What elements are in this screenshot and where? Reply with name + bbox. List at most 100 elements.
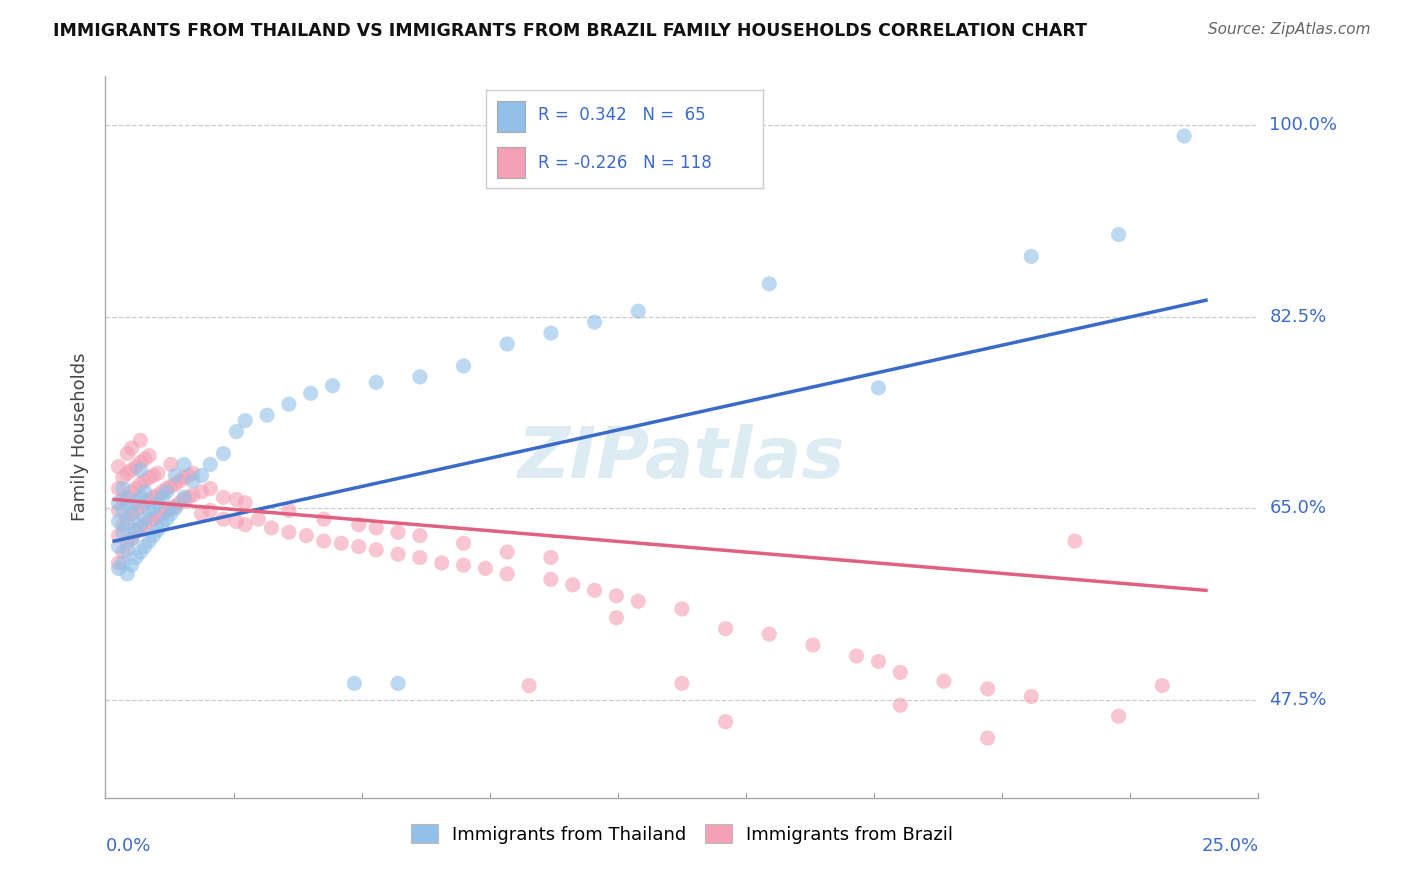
Point	[134, 452, 156, 467]
Point	[160, 479, 183, 493]
Point	[125, 525, 148, 540]
Point	[111, 525, 134, 540]
Point	[366, 521, 388, 535]
Point	[160, 501, 183, 516]
Point	[146, 496, 169, 510]
Point	[165, 468, 187, 483]
Point	[134, 512, 156, 526]
Point	[107, 503, 129, 517]
Point	[181, 488, 204, 502]
Point	[1019, 690, 1042, 704]
Point	[117, 490, 139, 504]
Legend: Immigrants from Thailand, Immigrants from Brazil: Immigrants from Thailand, Immigrants fro…	[404, 817, 960, 851]
Point	[474, 561, 496, 575]
Point	[627, 594, 650, 608]
Point	[430, 556, 453, 570]
Point	[322, 378, 344, 392]
Point	[160, 458, 183, 472]
Point	[117, 466, 139, 480]
Point	[107, 482, 129, 496]
Point	[111, 503, 134, 517]
Point	[111, 556, 134, 570]
Point	[1108, 709, 1130, 723]
Point	[758, 627, 780, 641]
Point	[758, 277, 780, 291]
Point	[107, 496, 129, 510]
Text: ZIPatlas: ZIPatlas	[519, 425, 845, 493]
Point	[366, 542, 388, 557]
Point	[173, 470, 195, 484]
Point	[150, 517, 173, 532]
Point	[129, 455, 152, 469]
Point	[496, 337, 519, 351]
Point	[181, 474, 204, 488]
Point	[155, 484, 177, 499]
Point	[212, 490, 235, 504]
Point	[142, 512, 165, 526]
Point	[1019, 249, 1042, 264]
Point	[366, 376, 388, 390]
Point	[117, 542, 139, 557]
Point	[117, 446, 139, 460]
Point	[1173, 128, 1195, 143]
Point	[125, 503, 148, 517]
Point	[142, 490, 165, 504]
Point	[142, 528, 165, 542]
Point	[343, 676, 366, 690]
Point	[225, 492, 247, 507]
Point	[121, 463, 143, 477]
Point	[107, 528, 129, 542]
Point	[121, 507, 143, 521]
Point	[142, 501, 165, 516]
Point	[714, 714, 737, 729]
Point	[233, 414, 256, 428]
Point	[134, 484, 156, 499]
Point	[121, 507, 143, 521]
Point	[134, 474, 156, 488]
Point	[138, 503, 160, 517]
Point	[150, 490, 173, 504]
Point	[121, 532, 143, 546]
Point	[932, 674, 955, 689]
Point	[671, 676, 693, 690]
Point	[627, 304, 650, 318]
Point	[138, 449, 160, 463]
Point	[125, 523, 148, 537]
Point	[330, 536, 353, 550]
Point	[889, 698, 911, 713]
Point	[200, 482, 222, 496]
Point	[129, 490, 152, 504]
Point	[409, 528, 432, 542]
Point	[111, 517, 134, 532]
Point	[125, 550, 148, 565]
Point	[155, 512, 177, 526]
Point	[247, 512, 270, 526]
Point	[312, 534, 335, 549]
Point	[845, 648, 868, 663]
Point	[540, 573, 562, 587]
Point	[125, 459, 148, 474]
Text: 25.0%: 25.0%	[1201, 838, 1258, 855]
Point	[169, 496, 191, 510]
Point	[976, 731, 998, 746]
Text: 100.0%: 100.0%	[1270, 116, 1337, 134]
Point	[496, 566, 519, 581]
Text: IMMIGRANTS FROM THAILAND VS IMMIGRANTS FROM BRAZIL FAMILY HOUSEHOLDS CORRELATION: IMMIGRANTS FROM THAILAND VS IMMIGRANTS F…	[53, 22, 1087, 40]
Point	[671, 602, 693, 616]
Point	[129, 434, 152, 448]
Text: 47.5%: 47.5%	[1270, 690, 1327, 709]
Point	[177, 490, 200, 504]
Point	[121, 484, 143, 499]
Point	[409, 550, 432, 565]
Point	[312, 512, 335, 526]
Point	[583, 315, 606, 329]
Point	[117, 566, 139, 581]
Point	[540, 326, 562, 340]
Point	[107, 556, 129, 570]
Point	[134, 540, 156, 554]
Point	[155, 503, 177, 517]
Point	[138, 492, 160, 507]
Point	[117, 536, 139, 550]
Point	[387, 525, 409, 540]
Point	[129, 477, 152, 491]
